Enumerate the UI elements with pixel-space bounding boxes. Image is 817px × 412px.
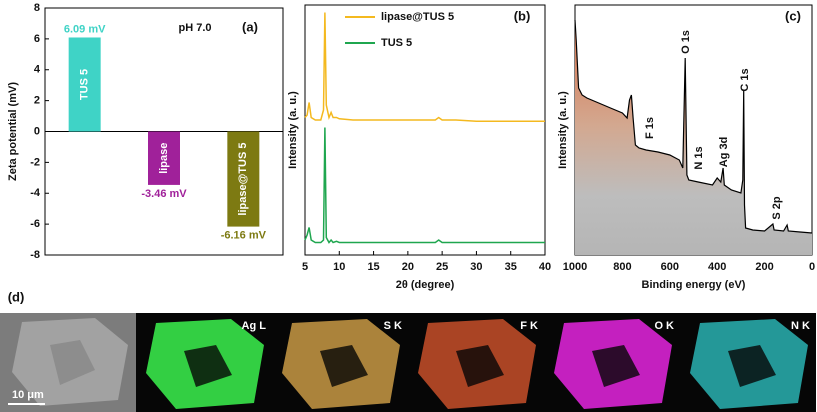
- bar: [227, 131, 260, 227]
- y-tick-label: 4: [34, 64, 41, 76]
- eds-void: [184, 345, 232, 387]
- eds-void: [728, 345, 776, 387]
- peak-label: Ag 3d: [718, 137, 730, 168]
- x-tick-label: 20: [402, 261, 414, 273]
- x-axis-label: 2θ (degree): [396, 279, 455, 291]
- x-tick-label: 10: [333, 261, 345, 273]
- plot-frame: [304, 4, 546, 256]
- peak-label: F 1s: [644, 117, 656, 139]
- value-label: 6.09 mV: [64, 23, 106, 35]
- scale-bar-label: 10 μm: [12, 389, 44, 401]
- eds-void: [592, 345, 640, 387]
- x-tick-label: 200: [755, 261, 773, 273]
- peak-label: N 1s: [693, 146, 705, 169]
- peak-label: S 2p: [771, 196, 783, 220]
- y-axis-label: Intensity (a. u.): [287, 91, 299, 169]
- panel-label: (a): [242, 19, 258, 34]
- y-tick-label: 6: [34, 33, 40, 45]
- value-label: -3.46 mV: [141, 188, 187, 200]
- sem-shadow: [50, 340, 95, 385]
- x-tick-label: 800: [613, 261, 631, 273]
- spectrum-line: [574, 19, 813, 234]
- series-line: [304, 127, 545, 244]
- peak-label: C 1s: [739, 68, 751, 91]
- eds-void: [456, 345, 504, 387]
- x-tick-label: 25: [436, 261, 448, 273]
- value-label: -6.16 mV: [221, 230, 267, 242]
- bar: [148, 131, 180, 185]
- eds-map-label: F K: [520, 320, 538, 332]
- eds-map-label: S K: [384, 320, 402, 332]
- y-tick-label: 8: [34, 2, 40, 14]
- y-tick-label: -8: [30, 249, 40, 261]
- x-tick-label: 35: [505, 261, 517, 273]
- x-tick-label: 5: [302, 261, 308, 273]
- panel-label: (d): [8, 289, 25, 304]
- area-fill: [575, 20, 812, 255]
- y-tick-label: -4: [30, 187, 41, 199]
- eds-map-label: N K: [791, 320, 810, 332]
- bar-category-label: lipase@TUS 5: [237, 143, 249, 216]
- x-tick-label: 1000: [563, 261, 587, 273]
- eds-map-label: Ag L: [242, 320, 267, 332]
- x-tick-label: 30: [470, 261, 482, 273]
- y-tick-label: -2: [30, 156, 40, 168]
- series-line: [304, 12, 545, 123]
- x-tick-label: 15: [367, 261, 379, 273]
- panel-label: (b): [514, 8, 531, 23]
- y-tick-label: 2: [34, 95, 40, 107]
- x-tick-label: 400: [708, 261, 726, 273]
- eds-map-label: O K: [654, 320, 674, 332]
- legend-label: lipase@TUS 5: [381, 11, 454, 23]
- x-tick-label: 0: [809, 261, 815, 273]
- y-tick-label: 0: [34, 125, 40, 137]
- x-tick-label: 40: [539, 261, 551, 273]
- bar-category-label: TUS 5: [79, 69, 91, 100]
- y-tick-label: -6: [30, 218, 40, 230]
- bar-category-label: lipase: [158, 143, 170, 174]
- x-tick-label: 600: [661, 261, 679, 273]
- peak-label: O 1s: [680, 30, 692, 54]
- x-axis-label: Binding energy (eV): [642, 279, 746, 291]
- legend-label: TUS 5: [381, 37, 412, 49]
- y-axis-label: Intensity (a. u.): [557, 91, 569, 169]
- annotation: pH 7.0: [178, 22, 211, 34]
- bar: [68, 37, 101, 132]
- eds-void: [320, 345, 368, 387]
- panel-label: (c): [785, 8, 801, 23]
- y-axis-label: Zeta potential (mV): [7, 82, 19, 181]
